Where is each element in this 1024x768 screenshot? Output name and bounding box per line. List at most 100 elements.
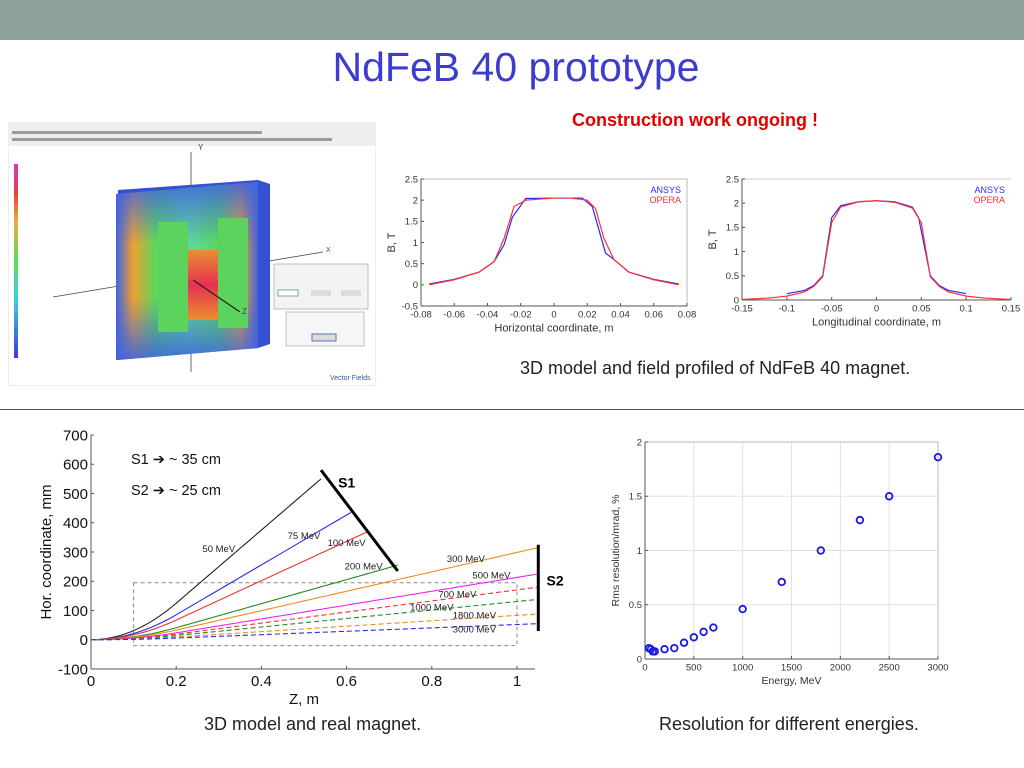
x-axis-label: Horizontal coordinate, m [494,323,613,335]
data-point [646,645,656,654]
trajectory-label: 500 MeV [472,570,511,581]
y-tick-label: 200 [63,574,88,591]
x-tick-label: 0 [551,310,556,321]
x-tick-label: 1500 [781,663,802,674]
y-axis-label: B, T [386,232,398,252]
distance-annotation: S1 ➔ ~ 35 cm [131,452,221,468]
data-point [670,643,679,653]
trajectory-label: 50 MeV [202,544,235,555]
data-point [650,647,659,656]
x-tick-label: 0.02 [578,310,597,321]
x-tick-label: 2000 [830,663,851,674]
information-dialog [285,311,365,347]
x-axis-label: Longitudinal coordinate, m [812,317,941,329]
x-tick-label: -0.06 [443,310,465,321]
y-tick-label: 1.5 [726,223,739,234]
y-tick-label: 1 [637,546,642,557]
x-tick-label: 0 [874,304,879,315]
y-tick-label: 0 [413,280,418,291]
trajectory-3000-mev [90,623,539,641]
y-tick-label: 0 [734,295,739,306]
detector-label-s1: S1 [338,475,355,491]
data-point [689,633,699,642]
data-point [660,645,669,654]
series-line-ansys [429,197,679,285]
trajectory-700-mev [90,586,539,641]
vector-fields-logo: Vector Fields [330,375,371,382]
x-tick-label: -0.08 [410,310,432,321]
z-axis-label: Z [242,307,247,316]
legend-entry-opera: OPERA [649,195,681,205]
x-tick-label: -0.04 [477,310,499,321]
y-tick-label: 0.5 [405,259,418,270]
y-tick-label: 100 [63,603,88,620]
legend-entry-ansys: ANSYS [974,185,1005,195]
trajectory-label: 100 MeV [328,538,367,549]
y-tick-label: 1.5 [405,217,418,228]
trajectory-label: 1000 MeV [410,603,454,614]
x-tick-label: -0.1 [779,304,795,315]
data-point [699,627,708,637]
magnet-pole [188,250,218,320]
trajectory-75-mev [90,512,352,641]
y-tick-label: 2.5 [726,174,739,185]
x-tick-label: 0.1 [960,304,973,315]
x-tick-label: 0.2 [166,673,187,690]
chart-0: -0.08 -0.06 -0.04 -0.02 0 0.02 0.04 0.06 0.08 -0.… [386,174,696,334]
chart-1: -0.15 -0.1 -0.05 0 0.05 0.1 0.15 0 0.5 1 1.5 2 2.5 Lo… [707,174,1020,328]
data-point [816,546,825,555]
x-axis-label: Energy, MeV [762,675,822,687]
trajectory-500-mev [90,573,539,641]
x-tick-label: 0.4 [251,673,272,690]
data-point [777,577,786,587]
data-point [648,647,658,656]
data-point [933,452,943,462]
y-tick-label: 2 [734,199,739,210]
trajectory-100-mev [90,531,369,641]
color-scale-bar [14,164,18,358]
trajectory-label: 200 MeV [345,562,384,573]
caption-resolution: Resolution for different energies. [659,714,919,734]
series-line-ansys [786,200,967,295]
y-tick-label: 1.5 [629,492,642,503]
x-tick-label: 0.05 [912,304,931,315]
trajectory-200-mev [90,564,398,641]
chart-3: 0 500 1000 1500 2000 2500 3000 0 0.5 1 1.5 2 Energy,… [610,437,949,687]
data-point [884,492,894,501]
x-tick-label: 500 [686,663,702,674]
x-tick-label: 0 [642,663,647,674]
distance-annotation: S2 ➔ ~ 25 cm [131,483,221,499]
y-tick-label: -100 [58,661,88,678]
trajectory-label: 3000 MeV [453,624,497,635]
series-line-opera [429,197,679,286]
x-tick-label: -0.02 [510,310,532,321]
x-axis-label: Z, m [289,691,319,708]
slide-title: NdFeB 40 prototype [332,44,700,90]
y-tick-label: 1 [413,238,418,249]
y-tick-label: 0 [637,654,642,665]
trajectory-label: 1800 MeV [453,611,497,622]
legend-entry-ansys: ANSYS [650,185,681,195]
series-line-opera [741,200,1012,301]
y-tick-label: 0 [80,632,88,649]
x-tick-label: 0.15 [1002,304,1021,315]
plot-frame [420,178,688,307]
y-tick-label: 700 [63,427,88,444]
data-point [709,623,718,632]
data-point [644,643,654,653]
y-tick-label: 0.5 [726,271,739,282]
chart-2: 0 0.2 0.4 0.6 0.8 1-1000100200300400500600700… [38,427,564,708]
trajectory-1800-mev [90,613,539,641]
detector-s1 [319,469,399,572]
x-tick-label: 0.06 [645,310,664,321]
x-tick-label: -0.15 [731,304,753,315]
x-tick-label: 3000 [927,663,948,674]
y-tick-label: -0.5 [402,301,418,312]
x-tick-label: 1000 [732,663,753,674]
y-tick-label: 1 [734,247,739,258]
y-tick-label: 0.5 [629,600,642,611]
legend-entry-opera: OPERA [973,195,1005,205]
data-point [738,604,747,614]
plot-frame [644,441,939,660]
data-point [855,515,865,525]
